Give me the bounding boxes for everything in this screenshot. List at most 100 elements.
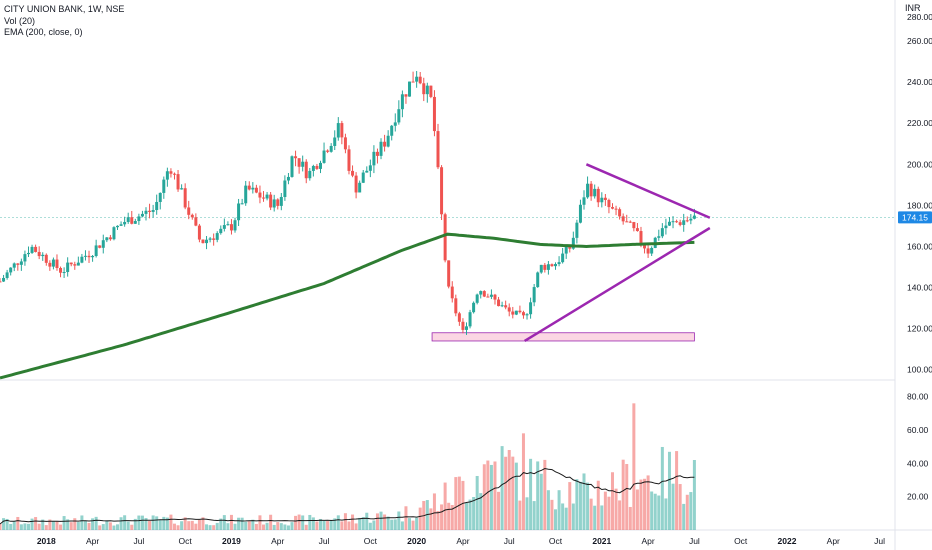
volume-bar	[507, 450, 511, 530]
candle-body	[151, 210, 155, 212]
candle-body	[76, 262, 80, 266]
volume-bar	[408, 518, 412, 530]
price-tick-label: 160.00	[907, 241, 932, 251]
volume-bar	[133, 518, 137, 530]
trendline[interactable]	[524, 226, 711, 343]
volume-bar	[525, 497, 529, 530]
price-tick-label: 240.00	[907, 77, 932, 87]
volume-bar	[404, 506, 408, 530]
candle-body	[265, 194, 269, 199]
candle-body	[361, 172, 365, 183]
candle-body	[593, 188, 597, 197]
volume-bar	[69, 522, 73, 530]
candle-body	[169, 171, 173, 174]
candle-body	[564, 246, 568, 254]
volume-bar	[675, 451, 679, 530]
candle-body	[589, 183, 593, 197]
candle-body	[454, 298, 458, 314]
ema-indicator-label[interactable]: EMA (200, close, 0)	[4, 27, 83, 37]
candle-body	[180, 188, 184, 190]
candle-body	[607, 199, 611, 208]
volume-bar	[610, 472, 614, 530]
candle-body	[436, 131, 440, 168]
volume-bar	[66, 519, 70, 530]
volume-bar	[432, 493, 436, 530]
support-zone[interactable]	[431, 332, 695, 342]
candle-body	[194, 217, 198, 226]
candle-body	[83, 255, 87, 257]
volume-tick-label: 40.00	[907, 458, 929, 468]
candle-body	[165, 171, 169, 180]
candle-body	[44, 254, 48, 263]
candle-body	[443, 214, 447, 261]
volume-bar	[397, 511, 401, 530]
last-price-label: 174.15	[898, 211, 932, 224]
candle-body	[660, 228, 664, 237]
volume-bar	[486, 460, 490, 530]
candle-body	[158, 192, 162, 202]
volume-bar	[393, 519, 397, 530]
candle-body	[69, 262, 73, 265]
volume-bar	[116, 524, 120, 530]
volume-bar	[226, 523, 230, 530]
volume-bar	[464, 502, 468, 530]
candle-body	[26, 252, 30, 255]
candle-body	[0, 281, 2, 283]
volume-bar	[137, 515, 141, 530]
volume-bar	[628, 506, 632, 530]
volume-bar	[311, 517, 315, 530]
volume-bar	[635, 489, 639, 530]
volume-bar	[212, 525, 216, 530]
time-tick-label: Apr	[86, 536, 99, 546]
candle-body	[201, 239, 205, 244]
candle-body	[5, 272, 9, 278]
candle-body	[208, 238, 212, 240]
candle-body	[393, 122, 397, 126]
volume-indicator-label[interactable]: Vol (20)	[4, 15, 36, 26]
volume-bar	[593, 505, 597, 530]
volume-bar	[126, 521, 130, 530]
candle-body	[119, 224, 123, 226]
volume-bar	[187, 521, 191, 530]
volume-bar	[12, 521, 16, 530]
volume-bar	[237, 517, 241, 530]
volume-bar	[244, 521, 248, 530]
candle-body	[457, 313, 461, 322]
symbol-title[interactable]: CITY UNION BANK, 1W, NSE	[4, 4, 125, 14]
candle-body	[618, 209, 622, 217]
candle-body	[639, 231, 643, 244]
volume-bar	[297, 514, 301, 530]
candle-body	[276, 199, 280, 206]
candle-body	[408, 81, 412, 97]
volume-bar	[123, 515, 127, 530]
volume-bar	[336, 515, 340, 530]
volume-bar	[180, 521, 184, 530]
volume-bar	[500, 446, 504, 530]
volume-bar	[329, 519, 333, 530]
candle-body	[19, 261, 23, 265]
price-top-label: 280.00	[907, 12, 932, 22]
volume-series	[0, 403, 696, 530]
volume-bar	[276, 522, 280, 530]
volume-bar	[546, 490, 550, 530]
volume-bar	[5, 518, 9, 530]
volume-bar	[625, 464, 629, 530]
candle-body	[140, 213, 144, 217]
volume-bar	[532, 501, 536, 530]
candle-body	[667, 221, 671, 226]
volume-bar	[646, 475, 650, 530]
volume-bar	[440, 504, 444, 530]
candle-body	[304, 161, 308, 179]
volume-bar	[614, 488, 618, 530]
candle-body	[133, 221, 137, 224]
trendline[interactable]	[585, 163, 711, 219]
candle-body	[297, 158, 301, 167]
candle-body	[397, 109, 401, 123]
candle-body	[272, 199, 276, 208]
candle-body	[365, 170, 369, 173]
candle-body	[425, 85, 429, 95]
volume-bar	[372, 520, 376, 530]
candle-body	[254, 187, 258, 193]
volume-bar	[91, 518, 95, 530]
